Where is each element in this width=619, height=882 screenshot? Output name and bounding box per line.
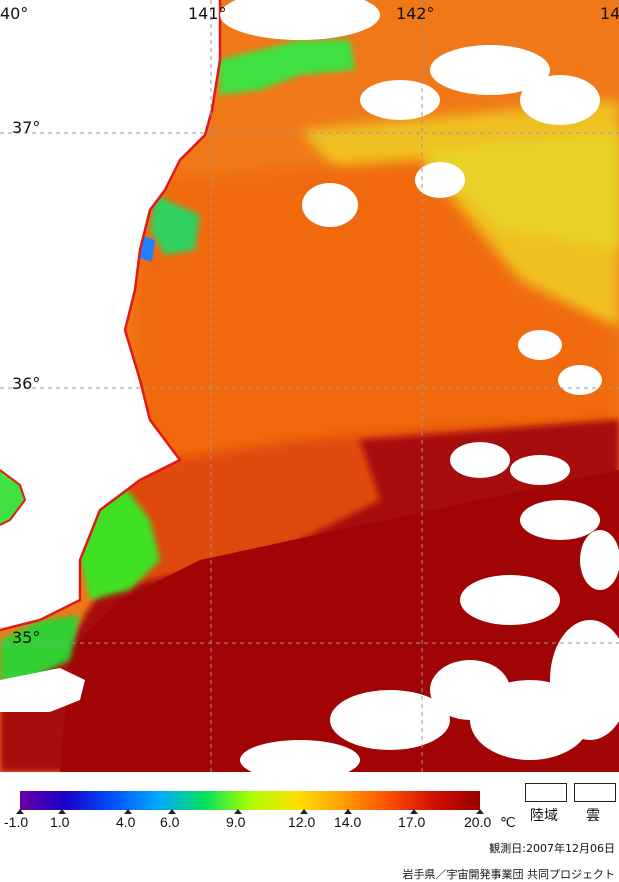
land-legend-label: 陸域 — [530, 808, 558, 824]
observed-date: 観測日:2007年12月06日 — [489, 842, 615, 855]
tick-mark-1 — [58, 809, 66, 814]
land-north — [0, 0, 220, 330]
tick-label-2: 4.0 — [116, 814, 136, 830]
tick-mark-5 — [300, 809, 308, 814]
graticule — [0, 0, 619, 772]
coastal-green-north — [218, 40, 355, 95]
peninsula-coast — [0, 469, 27, 526]
coastline-middle — [0, 329, 182, 632]
yellow-zone-2 — [420, 130, 619, 250]
coastal-green-south-2 — [0, 615, 80, 690]
tick-label-7: 17.0 — [398, 814, 426, 830]
tick-label-6: 14.0 — [334, 814, 362, 830]
cloud-legend-label: 雲 — [586, 808, 600, 824]
tick-mark-0 — [16, 809, 24, 814]
lon-label-141: 141° — [188, 4, 227, 23]
tick-label-8: 20.0 — [464, 814, 492, 830]
temperature-colorbar — [20, 791, 480, 810]
clouds — [220, 0, 619, 772]
unit-label: ℃ — [500, 814, 516, 830]
lon-label-142: 142° — [396, 4, 435, 23]
tick-label-4: 9.0 — [226, 814, 246, 830]
tick-mark-4 — [234, 809, 242, 814]
coastline-north — [123, 0, 222, 331]
lat-label-36: 36° — [12, 374, 41, 393]
coastal-green-mid — [150, 195, 200, 255]
lon-label-140: 40° — [0, 4, 29, 23]
project-credit: 岩手県／宇宙開発事業団 共同プロジェクト — [402, 868, 616, 881]
cloud-legend-box — [574, 783, 616, 802]
coastal-blue-mid — [140, 235, 155, 262]
lat-label-37: 37° — [12, 118, 41, 137]
tick-label-3: 6.0 — [160, 814, 180, 830]
tick-mark-6 — [344, 809, 352, 814]
tick-label-0: -1.0 — [4, 814, 29, 830]
tick-label-5: 12.0 — [288, 814, 316, 830]
tick-mark-7 — [410, 809, 418, 814]
tick-mark-3 — [168, 809, 176, 814]
sst-map — [0, 0, 619, 772]
land-middle — [0, 330, 180, 630]
tick-label-1: 1.0 — [50, 814, 70, 830]
land-bottom-left — [0, 668, 85, 712]
tick-mark-8 — [476, 809, 484, 814]
land-legend-box — [525, 783, 567, 802]
peninsula-green — [0, 470, 25, 525]
tick-mark-2 — [124, 809, 132, 814]
lat-label-35: 35° — [12, 628, 41, 647]
lon-label-143: 14 — [600, 4, 619, 23]
